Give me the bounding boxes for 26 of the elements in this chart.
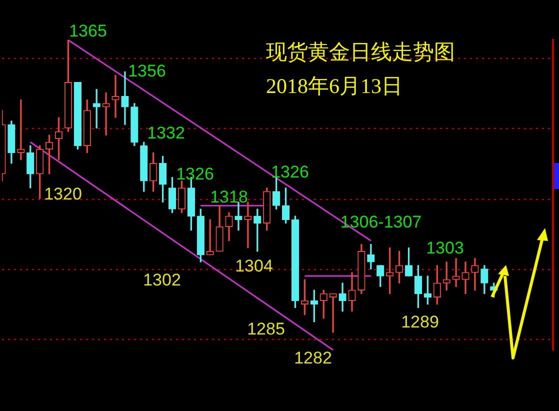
- chart-title: 现货黄金日线走势图: [266, 39, 455, 66]
- annotation: 1289: [401, 312, 439, 332]
- candlestick: [471, 258, 479, 290]
- annotation: 1326: [176, 164, 214, 184]
- candlestick: [452, 258, 460, 287]
- text: 1282: [294, 348, 332, 368]
- annotation: 1303: [426, 238, 464, 258]
- candlestick: [121, 71, 129, 125]
- annotation: 1326: [271, 162, 309, 182]
- annotation: 1304: [235, 256, 273, 276]
- candlestick: [234, 202, 242, 231]
- candlestick: [112, 74, 120, 118]
- annotation: 1285: [247, 320, 285, 339]
- annotation: 1318: [210, 188, 248, 207]
- candlestick: [338, 282, 346, 312]
- text: 2018年6月13日: [266, 73, 402, 100]
- annotation: 1365: [69, 22, 107, 41]
- annotation: 1306-1307: [340, 212, 422, 232]
- annotation: 1302: [143, 270, 181, 290]
- annotation: 1356: [128, 62, 166, 81]
- candlestick: [462, 262, 470, 294]
- candlestick: [329, 293, 337, 333]
- annotation: 1320: [44, 184, 82, 204]
- candlestick: [244, 202, 252, 248]
- candlestick: [102, 92, 110, 136]
- annotation: 1332: [147, 124, 185, 143]
